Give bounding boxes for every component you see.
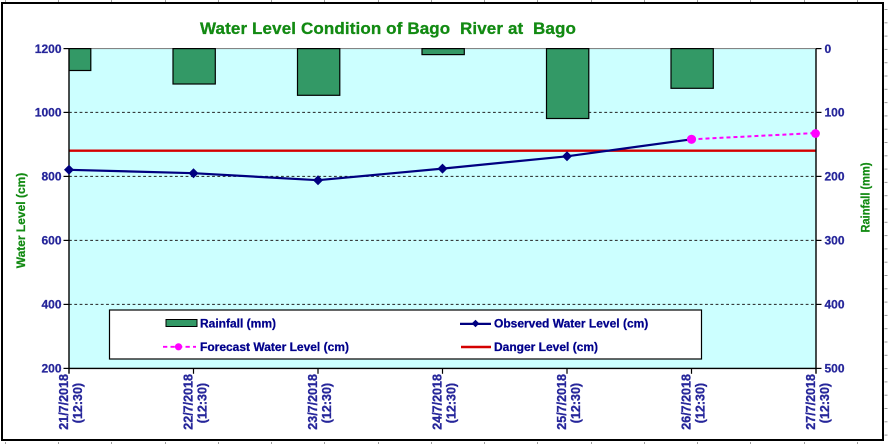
svg-text:(12:30): (12:30): [444, 383, 458, 423]
svg-text:(12:30): (12:30): [195, 383, 209, 423]
svg-text:0: 0: [825, 42, 832, 56]
svg-text:300: 300: [825, 234, 845, 248]
svg-text:400: 400: [825, 298, 845, 312]
svg-text:Rainfall (mm): Rainfall (mm): [200, 316, 276, 330]
svg-text:Water Level Condition of Bago: Water Level Condition of Bago River at B…: [200, 19, 576, 38]
svg-text:27/7/2018: 27/7/2018: [804, 374, 818, 430]
svg-text:(12:30): (12:30): [71, 383, 85, 423]
svg-text:1200: 1200: [35, 42, 62, 56]
svg-text:(12:30): (12:30): [693, 383, 707, 423]
svg-text:200: 200: [825, 170, 845, 184]
svg-text:21/7/2018: 21/7/2018: [57, 374, 71, 430]
svg-text:Observed Water Level (cm): Observed Water Level (cm): [494, 316, 648, 330]
svg-text:22/7/2018: 22/7/2018: [181, 374, 195, 430]
svg-text:25/7/2018: 25/7/2018: [555, 374, 569, 430]
svg-text:24/7/2018: 24/7/2018: [430, 374, 444, 430]
svg-text:600: 600: [41, 234, 61, 248]
svg-text:Water Level (cm): Water Level (cm): [14, 173, 28, 269]
svg-text:26/7/2018: 26/7/2018: [679, 374, 693, 430]
svg-text:800: 800: [41, 170, 61, 184]
svg-text:(12:30): (12:30): [569, 383, 583, 423]
svg-text:Forecast Water Level (cm): Forecast Water Level (cm): [200, 340, 349, 354]
svg-text:100: 100: [825, 106, 845, 120]
svg-text:Rainfall (mm): Rainfall (mm): [859, 163, 873, 233]
svg-text:500: 500: [825, 362, 845, 376]
svg-text:23/7/2018: 23/7/2018: [306, 374, 320, 430]
svg-text:200: 200: [41, 362, 61, 376]
svg-text:Danger Level (cm): Danger Level (cm): [494, 340, 598, 354]
svg-text:1000: 1000: [35, 106, 62, 120]
svg-text:(12:30): (12:30): [818, 383, 832, 423]
svg-text:(12:30): (12:30): [320, 383, 334, 423]
svg-text:400: 400: [41, 298, 61, 312]
